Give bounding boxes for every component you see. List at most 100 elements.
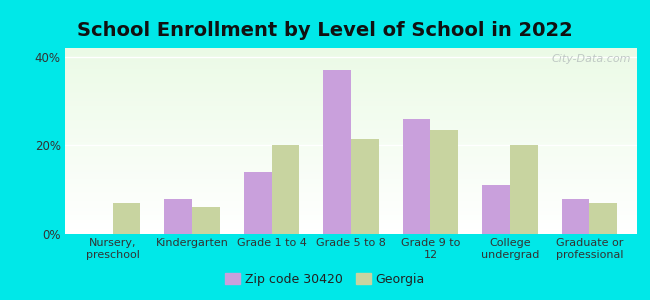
Bar — [65, 180, 637, 181]
Bar — [65, 59, 637, 60]
Bar — [65, 200, 637, 202]
Bar — [65, 148, 637, 149]
Bar — [65, 58, 637, 59]
Bar — [65, 67, 637, 68]
Bar — [65, 63, 637, 64]
Bar — [65, 141, 637, 142]
Bar — [65, 89, 637, 90]
Bar — [482, 185, 510, 234]
Bar — [65, 185, 637, 186]
Bar — [65, 154, 637, 155]
Bar — [65, 210, 637, 211]
Bar — [65, 65, 637, 66]
Bar — [65, 199, 637, 200]
Bar — [65, 84, 637, 85]
Bar — [65, 175, 637, 176]
Bar — [65, 138, 637, 139]
Bar — [65, 56, 637, 57]
Bar — [65, 231, 637, 232]
Bar — [65, 168, 637, 169]
Bar — [65, 178, 637, 179]
Bar — [65, 77, 637, 78]
Bar — [65, 108, 637, 110]
Bar — [65, 119, 637, 120]
Bar — [65, 224, 637, 225]
Text: School Enrollment by Level of School in 2022: School Enrollment by Level of School in … — [77, 21, 573, 40]
Bar — [65, 157, 637, 158]
Bar — [244, 172, 272, 234]
Bar — [65, 114, 637, 115]
Bar — [65, 206, 637, 207]
Bar — [65, 204, 637, 205]
Bar — [65, 101, 637, 102]
Bar — [65, 103, 637, 104]
Bar — [65, 129, 637, 130]
Bar — [65, 212, 637, 213]
Bar — [65, 76, 637, 77]
Bar — [510, 146, 538, 234]
Bar — [65, 195, 637, 196]
Legend: Zip code 30420, Georgia: Zip code 30420, Georgia — [220, 268, 430, 291]
Bar — [65, 51, 637, 52]
Bar — [65, 149, 637, 150]
Bar — [65, 92, 637, 93]
Bar — [65, 128, 637, 129]
Bar — [65, 191, 637, 192]
Bar — [65, 189, 637, 190]
Bar — [65, 107, 637, 109]
Bar — [65, 53, 637, 54]
Bar — [65, 71, 637, 72]
Bar — [65, 181, 637, 182]
Bar — [65, 57, 637, 58]
Bar — [65, 227, 637, 228]
Bar — [65, 130, 637, 131]
Bar — [65, 87, 637, 88]
Bar — [65, 161, 637, 162]
Bar — [65, 172, 637, 173]
Bar — [65, 110, 637, 111]
Bar — [65, 196, 637, 197]
Bar — [65, 72, 637, 73]
Bar — [65, 207, 637, 208]
Bar — [65, 78, 637, 79]
Bar — [65, 221, 637, 222]
Bar — [65, 61, 637, 62]
Bar — [65, 80, 637, 82]
Bar — [590, 203, 617, 234]
Bar — [65, 220, 637, 221]
Bar — [65, 150, 637, 151]
Bar — [65, 217, 637, 218]
Bar — [65, 66, 637, 67]
Bar — [65, 88, 637, 89]
Bar — [65, 112, 637, 113]
Bar — [65, 152, 637, 153]
Bar — [65, 147, 637, 148]
Bar — [65, 155, 637, 156]
Bar — [65, 115, 637, 116]
Bar — [65, 96, 637, 97]
Bar — [65, 131, 637, 132]
Bar — [402, 119, 430, 234]
Bar — [65, 137, 637, 138]
Bar — [351, 139, 379, 234]
Bar — [65, 123, 637, 124]
Bar — [65, 184, 637, 185]
Bar — [65, 134, 637, 135]
Bar — [65, 194, 637, 195]
Bar — [65, 229, 637, 230]
Bar — [65, 190, 637, 191]
Bar — [65, 214, 637, 215]
Bar — [65, 186, 637, 187]
Bar — [65, 219, 637, 220]
Bar — [65, 54, 637, 55]
Bar — [65, 83, 637, 84]
Bar — [65, 225, 637, 226]
Bar — [65, 158, 637, 159]
Bar — [65, 205, 637, 206]
Bar — [65, 188, 637, 189]
Bar — [65, 151, 637, 152]
Bar — [65, 209, 637, 210]
Bar — [65, 153, 637, 154]
Bar — [65, 97, 637, 98]
Bar — [65, 142, 637, 143]
